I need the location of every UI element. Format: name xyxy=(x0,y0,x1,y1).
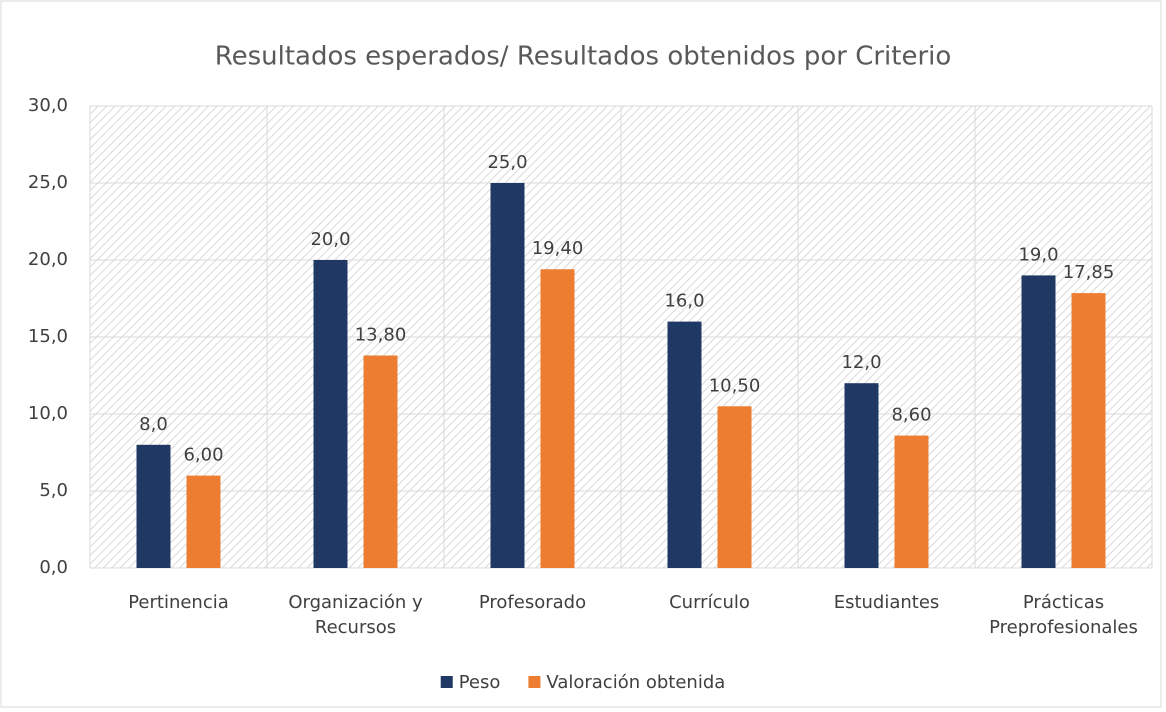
legend-label: Valoración obtenida xyxy=(546,672,725,693)
data-label: 6,00 xyxy=(183,445,223,466)
data-label: 19,40 xyxy=(532,238,584,259)
data-label: 8,60 xyxy=(891,405,931,426)
x-tick-label: Profesorado xyxy=(478,592,587,613)
data-label: 8,0 xyxy=(139,414,168,435)
bar xyxy=(1021,275,1056,568)
bar xyxy=(844,383,879,568)
chart-title: Resultados esperados/ Resultados obtenid… xyxy=(215,42,952,72)
x-tick-label: Organización y Recursos xyxy=(288,592,423,638)
bar xyxy=(136,444,171,568)
legend-swatch xyxy=(528,676,541,688)
legend-label: Peso xyxy=(459,672,501,693)
bar xyxy=(363,355,398,568)
y-tick-label: 25,0 xyxy=(28,172,68,193)
bar xyxy=(1071,293,1106,568)
data-label: 19,0 xyxy=(1018,244,1058,265)
bar xyxy=(186,475,221,568)
data-label: 17,85 xyxy=(1063,262,1115,283)
data-label: 13,80 xyxy=(355,324,407,345)
legend-swatch xyxy=(440,676,453,688)
data-label: 12,0 xyxy=(841,352,881,373)
x-tick-label: Estudiantes xyxy=(833,592,940,613)
bar xyxy=(313,260,348,568)
bar xyxy=(667,321,702,568)
bar xyxy=(490,183,525,568)
bar xyxy=(894,435,929,568)
data-label: 20,0 xyxy=(310,229,350,250)
data-label: 25,0 xyxy=(487,152,527,173)
y-tick-label: 10,0 xyxy=(28,403,68,424)
y-tick-label: 15,0 xyxy=(28,326,68,347)
bar xyxy=(540,269,575,568)
x-tick-label: Pertinencia xyxy=(128,592,229,613)
y-tick-label: 5,0 xyxy=(39,480,68,501)
x-tick-label: Prácticas Preprofesionales xyxy=(989,592,1138,638)
x-tick-label: Currículo xyxy=(669,592,750,613)
data-label: 16,0 xyxy=(664,291,704,312)
data-label: 10,50 xyxy=(709,375,761,396)
y-tick-label: 0,0 xyxy=(39,557,68,578)
y-tick-label: 30,0 xyxy=(28,95,68,116)
y-tick-label: 20,0 xyxy=(28,249,68,270)
bar xyxy=(717,406,752,568)
